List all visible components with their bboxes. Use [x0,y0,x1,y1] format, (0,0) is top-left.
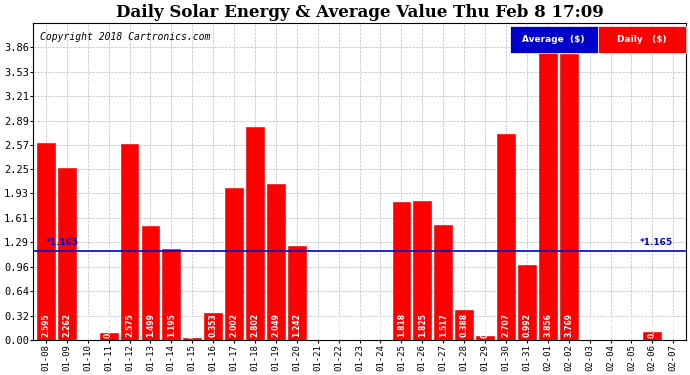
Text: 0.054: 0.054 [480,315,490,338]
Bar [644,332,661,340]
Bar [518,264,535,340]
Text: 1.517: 1.517 [439,313,448,337]
Bar [121,144,139,340]
Text: 0.000: 0.000 [355,314,364,338]
Text: 0.000: 0.000 [83,314,92,338]
Text: Daily   ($): Daily ($) [617,35,667,44]
Bar [539,47,557,340]
Text: 0.030: 0.030 [188,314,197,338]
Text: 0.353: 0.353 [208,313,217,337]
Bar [204,313,222,340]
Text: 0.000: 0.000 [585,314,594,338]
Text: 0.000: 0.000 [627,314,636,338]
Text: *1.165: *1.165 [46,238,79,247]
Text: Average  ($): Average ($) [522,35,585,44]
Bar [393,202,411,340]
Text: 1.195: 1.195 [167,313,176,337]
Bar [560,54,578,340]
Bar [37,143,55,340]
Bar [267,184,285,340]
Text: 0.000: 0.000 [334,314,343,338]
Text: *1.165: *1.165 [640,238,673,247]
Bar [288,246,306,340]
Text: 0.000: 0.000 [313,314,322,338]
Text: 0.992: 0.992 [522,313,531,337]
Title: Daily Solar Energy & Average Value Thu Feb 8 17:09: Daily Solar Energy & Average Value Thu F… [116,4,604,21]
FancyBboxPatch shape [598,26,686,53]
Text: 2.802: 2.802 [250,313,259,337]
Bar [476,336,494,340]
Text: 0.088: 0.088 [104,314,113,338]
Text: 2.049: 2.049 [271,313,280,337]
Text: 0.000: 0.000 [376,314,385,338]
Text: 0.388: 0.388 [460,313,469,337]
Bar [184,338,201,340]
Bar [455,310,473,340]
Text: 3.856: 3.856 [543,313,552,337]
Text: 0.000: 0.000 [669,314,678,338]
Text: 1.818: 1.818 [397,313,406,337]
Text: 1.242: 1.242 [293,313,302,337]
Text: 0.000: 0.000 [606,314,615,338]
Bar [497,135,515,340]
Bar [413,201,431,340]
Bar [225,188,243,340]
Text: 0.097: 0.097 [648,314,657,338]
Text: 2.002: 2.002 [230,313,239,337]
Text: 2.707: 2.707 [502,313,511,337]
Bar [162,249,180,340]
Bar [58,168,76,340]
Text: 3.769: 3.769 [564,313,573,337]
Bar [246,127,264,340]
Text: 2.595: 2.595 [41,313,50,337]
Bar [141,226,159,340]
Bar [434,225,452,340]
Bar [100,333,117,340]
Text: 1.499: 1.499 [146,313,155,337]
Text: Copyright 2018 Cartronics.com: Copyright 2018 Cartronics.com [40,32,210,42]
Text: 2.262: 2.262 [62,313,71,337]
Text: 1.825: 1.825 [418,313,427,337]
Text: 2.575: 2.575 [125,313,134,337]
FancyBboxPatch shape [510,26,598,53]
